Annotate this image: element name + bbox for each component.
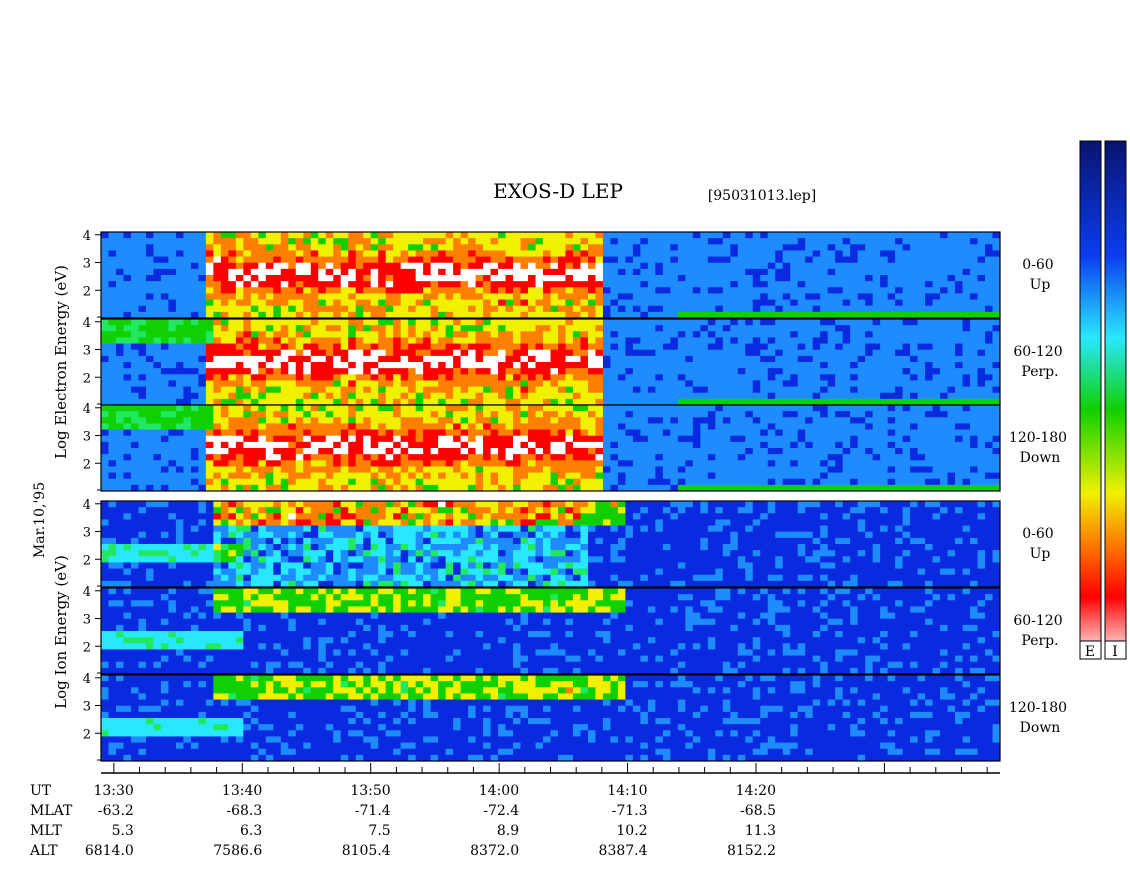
time-axis-value: 7.5	[368, 823, 390, 839]
panel-2	[100, 318, 1001, 406]
time-axis-value: -71.3	[612, 803, 648, 819]
file-label: [95031013.lep]	[708, 188, 816, 204]
ytick-label: 3	[83, 526, 91, 541]
colorbar-label-ion: I	[1112, 644, 1118, 660]
time-axis-value: 14:20	[736, 783, 776, 799]
time-axis-value: 13:50	[350, 783, 390, 799]
ytick-label: 4	[83, 498, 91, 513]
colorbar-label-electron: E	[1085, 644, 1095, 660]
time-axis-value: 8.9	[497, 823, 519, 839]
ytick-label: 2	[83, 640, 91, 655]
ytick-label: 4	[83, 229, 91, 244]
ytick-label: 4	[83, 316, 91, 331]
ytick-label: 3	[83, 257, 91, 272]
colorbar-electron: E	[1079, 140, 1102, 660]
panel-5	[100, 587, 1001, 675]
chart-title: EXOS-D LEP	[493, 179, 623, 203]
panel-3	[100, 404, 1001, 492]
electron-ylabel: Log Electron Energy (eV)	[52, 265, 70, 459]
time-axis-value: -68.5	[740, 803, 776, 819]
pitch-range-label: 120-180	[1009, 700, 1067, 716]
ytick-label: 2	[83, 457, 91, 472]
time-axis-value: 10.2	[616, 823, 647, 839]
ytick-label: 3	[83, 613, 91, 628]
time-axis	[101, 763, 1000, 774]
time-axis-value: -72.4	[483, 803, 519, 819]
ytick-label: 2	[83, 371, 91, 386]
ytick-label: 4	[83, 585, 91, 600]
time-axis-value: -68.3	[226, 803, 262, 819]
time-axis-value: 14:10	[607, 783, 647, 799]
time-axis-value: 8372.0	[470, 843, 519, 859]
panel-6	[100, 674, 1001, 762]
pitch-range-label: 60-120	[1013, 344, 1062, 360]
panel-4	[100, 500, 1001, 588]
panel-labels: 0-60 Up 60-120 Perp. 120-180 Down 0-60 Up 60-120…	[1009, 257, 1067, 736]
pitch-range-label: 0-60	[1022, 257, 1053, 273]
pitch-range-label: 0-60	[1022, 526, 1053, 542]
direction-label: Down	[1020, 720, 1061, 736]
time-axis-value: 13:40	[222, 783, 262, 799]
time-axis-value: 8152.2	[727, 843, 776, 859]
ytick-label: 4	[83, 672, 91, 687]
ytick-label: 3	[83, 344, 91, 359]
ytick-label: 4	[83, 402, 91, 417]
time-axis-value: 11.3	[745, 823, 776, 839]
time-axis-value: 5.3	[112, 823, 134, 839]
time-axis-value: 13:30	[93, 783, 133, 799]
time-axis-value: 6814.0	[85, 843, 134, 859]
direction-label: Up	[1030, 546, 1051, 562]
direction-label: Down	[1020, 450, 1061, 466]
time-axis-value: 8105.4	[342, 843, 391, 859]
ion-ylabel: Log Ion Energy (eV)	[52, 555, 70, 709]
direction-label: Perp.	[1021, 364, 1058, 380]
row-label: UT	[30, 783, 52, 799]
time-axis-value: 14:00	[479, 783, 519, 799]
ytick-label: 2	[83, 284, 91, 299]
time-axis-value: -63.2	[98, 803, 134, 819]
spectrogram-panels	[100, 231, 1001, 762]
time-axis-value: 6.3	[240, 823, 262, 839]
time-axis-value: 7586.6	[213, 843, 262, 859]
colorbar-ion: I	[1104, 140, 1127, 660]
pitch-range-label: 60-120	[1013, 613, 1062, 629]
panel-1	[100, 231, 1001, 319]
ytick-label: 2	[83, 553, 91, 568]
row-label: MLT	[30, 823, 62, 839]
ytick-label: 2	[83, 727, 91, 742]
energy-ticks: 4 3 2 4 3 2 4 3 2 4 3 2 4 3 2 4 3 2	[83, 229, 101, 761]
date-label: Mar.10,'95	[32, 482, 48, 558]
direction-label: Up	[1030, 277, 1051, 293]
ytick-label: 3	[83, 700, 91, 715]
row-label: MLAT	[30, 803, 73, 819]
time-axis-value: -71.4	[355, 803, 391, 819]
row-label: ALT	[29, 843, 58, 859]
pitch-range-label: 120-180	[1009, 430, 1067, 446]
direction-label: Perp.	[1021, 633, 1058, 649]
time-axis-value: 8387.4	[599, 843, 648, 859]
ytick-label: 3	[83, 430, 91, 445]
time-rows: UT 13:30 13:40 13:50 14:00 14:10 14:20 MLAT -63.…	[29, 783, 776, 859]
